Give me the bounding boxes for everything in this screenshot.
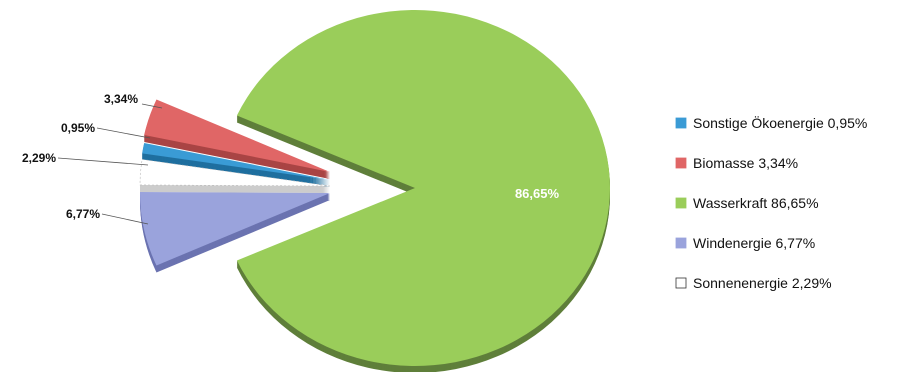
legend-swatch-sonnenenergie	[675, 277, 687, 289]
legend-swatch-wasserkraft	[675, 197, 687, 209]
data-label-sonstige-koenergie: 0,95%	[61, 121, 95, 135]
leader-line	[141, 103, 163, 109]
legend-label-sonstige-koenergie: Sonstige Ökoenergie 0,95%	[693, 114, 867, 131]
slice-windenergie	[140, 191, 330, 266]
legend-label-sonnenenergie: Sonnenenergie 2,29%	[693, 275, 832, 291]
legend-label-wasserkraft: Wasserkraft 86,65%	[693, 195, 819, 211]
data-label-sonnenenergie: 2,29%	[22, 151, 56, 165]
leader-line	[101, 213, 149, 225]
legend-label-windenergie: Windenergie 6,77%	[693, 235, 815, 251]
legend-label-biomasse: Biomasse 3,34%	[693, 155, 798, 171]
slice-sonstige-koenergie	[142, 142, 330, 180]
legend-swatch-windenergie	[675, 237, 687, 249]
leader-line	[57, 157, 149, 166]
data-label-windenergie: 6,77%	[66, 207, 100, 221]
legend-swatch-sonstige-koenergie	[675, 117, 687, 129]
data-label-wasserkraft: 86,65%	[515, 186, 560, 201]
legend-swatch-biomasse	[675, 157, 687, 169]
slice-sonnenenergie	[139, 159, 331, 187]
leader-line	[96, 127, 151, 139]
data-label-biomasse: 3,34%	[104, 92, 138, 106]
slice-biomasse	[144, 99, 330, 172]
leader-lines	[57, 103, 163, 225]
slice-wasserkraft	[236, 9, 610, 366]
slice-layer	[139, 9, 610, 366]
legend: Sonstige Ökoenergie 0,95% Biomasse 3,34% W…	[675, 114, 867, 291]
data-labels: 86,65% 3,34% 0,95% 2,29% 6,77%	[22, 92, 560, 221]
